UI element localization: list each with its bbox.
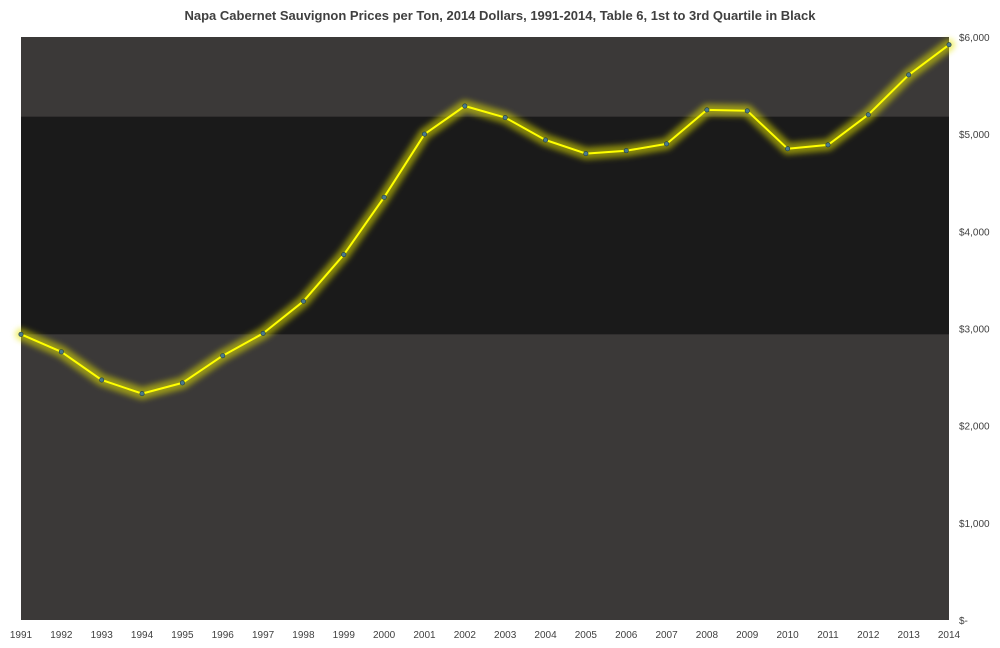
x-tick-label: 2013 <box>898 630 921 641</box>
data-point <box>99 377 105 383</box>
x-tick-label: 2006 <box>615 630 638 641</box>
x-tick-label: 2005 <box>575 630 598 641</box>
data-point <box>18 331 24 337</box>
y-tick-label: $4,000 <box>959 227 990 238</box>
y-tick-label: $2,000 <box>959 422 990 433</box>
x-tick-label: 2012 <box>857 630 880 641</box>
data-point <box>341 252 347 258</box>
x-tick-label: 1996 <box>212 630 235 641</box>
y-tick-label: $- <box>959 616 968 627</box>
y-tick-label: $6,000 <box>959 33 990 44</box>
x-tick-label: 1993 <box>91 630 114 641</box>
x-tick-label: 1998 <box>292 630 315 641</box>
data-point <box>744 108 750 114</box>
data-point <box>664 141 670 147</box>
data-point <box>381 194 387 200</box>
x-tick-label: 2010 <box>776 630 799 641</box>
x-tick-label: 1995 <box>171 630 194 641</box>
y-tick-label: $3,000 <box>959 325 990 336</box>
data-point <box>825 142 831 148</box>
data-markers <box>18 42 952 397</box>
data-point <box>421 131 427 137</box>
x-tick-label: 1991 <box>10 630 33 641</box>
x-tick-label: 2007 <box>655 630 678 641</box>
x-tick-label: 2004 <box>534 630 557 641</box>
data-point <box>865 112 871 118</box>
x-tick-label: 2003 <box>494 630 517 641</box>
x-tick-label: 2009 <box>736 630 759 641</box>
data-point <box>583 151 589 157</box>
data-point <box>260 330 266 336</box>
data-point <box>58 349 64 355</box>
data-point <box>220 353 226 359</box>
x-tick-label: 1994 <box>131 630 154 641</box>
y-axis: $- $1,000 $2,000 $3,000 $4,000 $5,000 $6,000 <box>959 33 990 627</box>
x-tick-label: 2001 <box>413 630 436 641</box>
data-point <box>946 42 952 48</box>
data-point <box>704 107 710 113</box>
data-point <box>785 146 791 152</box>
data-point <box>462 103 468 109</box>
data-point <box>300 298 306 304</box>
data-point <box>543 137 549 143</box>
data-point <box>179 380 185 386</box>
data-point <box>623 148 629 154</box>
x-tick-label: 2014 <box>938 630 961 641</box>
x-tick-label: 1997 <box>252 630 275 641</box>
series-line <box>20 43 950 395</box>
y-tick-label: $5,000 <box>959 130 990 141</box>
x-tick-label: 2002 <box>454 630 477 641</box>
x-axis: 1991 1992 1993 1994 1995 1996 1997 1998 1999 2000… <box>10 630 961 641</box>
data-point <box>906 72 912 78</box>
x-tick-label: 2011 <box>817 630 839 641</box>
y-tick-label: $1,000 <box>959 519 990 530</box>
x-tick-label: 2008 <box>696 630 719 641</box>
x-tick-label: 1999 <box>333 630 356 641</box>
x-tick-label: 2000 <box>373 630 396 641</box>
data-point <box>139 391 145 397</box>
series-line-path <box>20 43 950 395</box>
data-point <box>502 115 508 121</box>
x-tick-label: 1992 <box>50 630 73 641</box>
chart-title: Napa Cabernet Sauvignon Prices per Ton, … <box>185 8 817 23</box>
